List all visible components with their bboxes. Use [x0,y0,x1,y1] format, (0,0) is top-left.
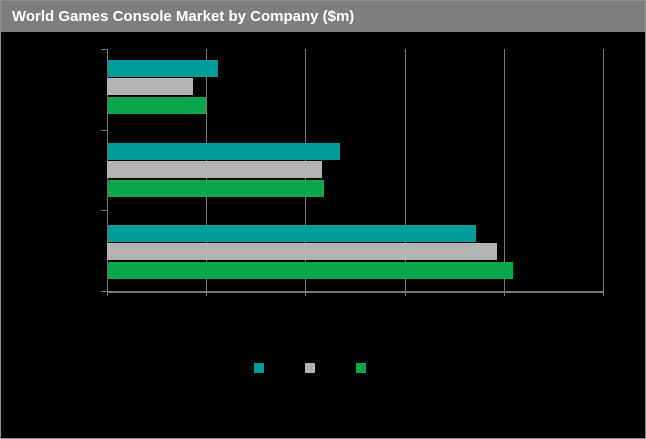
x-axis-tick [206,291,208,296]
x-axis-tick [404,291,406,296]
x-axis-tick [503,291,505,296]
x-axis-line [107,291,604,293]
y-axis-tick [101,129,107,131]
bar-series2-cat2 [107,161,323,179]
bar-series3-cat2 [107,179,325,197]
x-axis-tick [107,291,108,296]
chart-title: World Games Console Market by Company ($… [12,8,355,25]
y-axis-tick [101,49,107,50]
bar-series1-cat3 [107,225,477,242]
y-axis-tick [101,210,107,212]
bar-series1-cat1 [107,60,219,77]
x-axis-tick [305,291,307,296]
bar-series1-cat2 [107,143,341,160]
gridline [503,49,505,291]
x-axis-tick [603,291,604,296]
gridline [603,49,604,291]
bar-series3-cat3 [107,261,513,279]
bar-series2-cat3 [107,243,497,261]
chart-title-bar: World Games Console Market by Company ($… [1,1,645,32]
legend-swatch-teal [254,363,264,373]
y-axis-tick [101,291,107,292]
gridline [404,49,406,291]
bar-series3-cat1 [107,96,207,114]
legend-swatch-green [356,363,366,373]
bar-series2-cat1 [107,78,194,96]
legend-swatch-gray [305,363,315,373]
